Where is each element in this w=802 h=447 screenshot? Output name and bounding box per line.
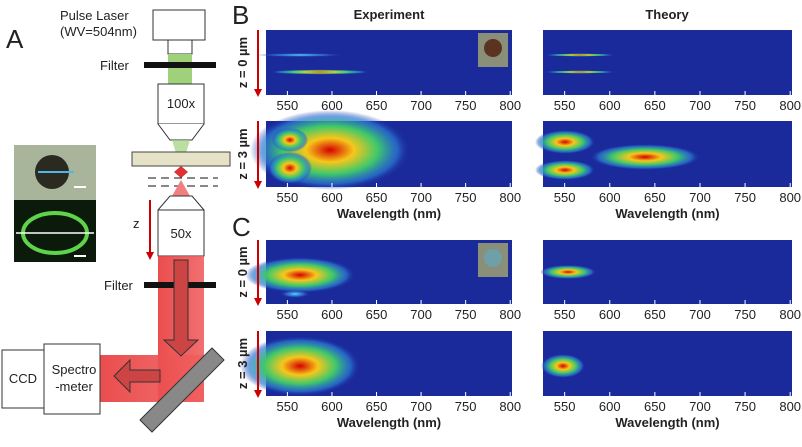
tick-label: 600 [599,98,621,113]
tick-label: 700 [410,98,432,113]
setup-diagram: A Pulse Laser (WV=504nm) Filter 100x 50x… [1,8,231,433]
tick-label: 750 [455,190,477,205]
tick-label: 650 [366,190,388,205]
tick-label: 650 [644,307,666,322]
tick-label: 650 [644,399,666,414]
heatmap [266,30,512,95]
tick-label: 600 [599,190,621,205]
tick-label: 750 [734,399,756,414]
label: 50x [171,226,192,241]
row-label: z = 0 µm [235,37,250,88]
label: 100x [167,96,196,111]
column-title: Experiment [354,7,425,22]
tick-label: 800 [499,98,521,113]
label: z [133,216,140,231]
arrowhead [254,390,262,398]
tick-label: 650 [644,98,666,113]
tick-label: 700 [689,307,711,322]
tick-label: 800 [779,307,801,322]
row-label: z = 3 µm [235,128,250,179]
spectra-grid: 550 600 650 700 750 800 z = 0 µm 550 600 650 700 75… [235,30,801,430]
panel-label: C [232,212,251,242]
inset-particle [484,249,502,267]
arrowhead [254,181,262,189]
tick-label: 650 [366,98,388,113]
tick-label: 750 [455,307,477,322]
panel-label: A [6,24,24,54]
intensity-spot [245,257,355,293]
intensity-spot [255,53,345,57]
tick-label: 550 [554,399,576,414]
tick-label: 600 [599,307,621,322]
tick-label: 550 [277,190,299,205]
label: Spectro [52,362,97,377]
tick-label: 550 [554,190,576,205]
tick-label: 700 [410,399,432,414]
intensity-spot [590,144,700,170]
tick-label: 800 [499,190,521,205]
axis-label: Wavelength (nm) [615,206,719,221]
tick-label: 650 [366,307,388,322]
inset-particle [484,39,502,57]
tick-label: 700 [689,98,711,113]
tick-label: 650 [644,190,666,205]
intensity-spot [240,336,360,396]
intensity-spot [540,265,596,279]
tick-label: 550 [277,399,299,414]
label: -meter [55,379,93,394]
label: Pulse Laser [60,8,129,23]
intensity-spot [535,130,595,154]
tick-label: 550 [277,307,299,322]
tick-label: 750 [455,399,477,414]
intensity-spot [545,53,615,57]
intensity-spot [541,354,585,378]
tick-label: 600 [321,98,343,113]
label: CCD [9,371,37,386]
tick-label: 550 [554,98,576,113]
tick-label: 750 [734,98,756,113]
row-label: z = 3 µm [235,338,250,389]
tick-label: 700 [410,307,432,322]
tick-label: 550 [277,98,299,113]
tick-label: 700 [410,190,432,205]
arrowhead [254,298,262,306]
axis-label: Wavelength (nm) [337,415,441,430]
panel-label: B [232,0,249,30]
tick-label: 700 [689,190,711,205]
arrowhead [254,89,262,97]
heatmap [543,30,792,95]
tick-label: 600 [321,190,343,205]
tick-label: 600 [599,399,621,414]
tick-label: 600 [321,307,343,322]
intensity-spot [272,128,308,152]
tick-label: 800 [499,307,521,322]
intensity-spot [545,70,615,74]
tick-label: 750 [734,307,756,322]
tick-label: 650 [366,399,388,414]
axis-label: Wavelength (nm) [337,206,441,221]
tick-label: 700 [689,399,711,414]
tick-label: 600 [321,399,343,414]
tick-label: 800 [779,190,801,205]
axis-label: Wavelength (nm) [615,415,719,430]
tick-label: 750 [734,190,756,205]
intensity-spot [535,160,595,180]
intensity-spot [268,152,312,184]
intensity-spot [280,290,310,298]
tick-label: 800 [779,98,801,113]
tick-label: 800 [779,399,801,414]
tick-label: 750 [455,98,477,113]
label: Filter [104,278,134,293]
column-title: Theory [645,7,689,22]
tick-label: 550 [554,307,576,322]
label: Filter [100,58,130,73]
row-label: z = 0 µm [235,246,250,297]
tick-label: 800 [499,399,521,414]
intensity-spot [270,69,370,75]
label: (WV=504nm) [60,24,137,39]
